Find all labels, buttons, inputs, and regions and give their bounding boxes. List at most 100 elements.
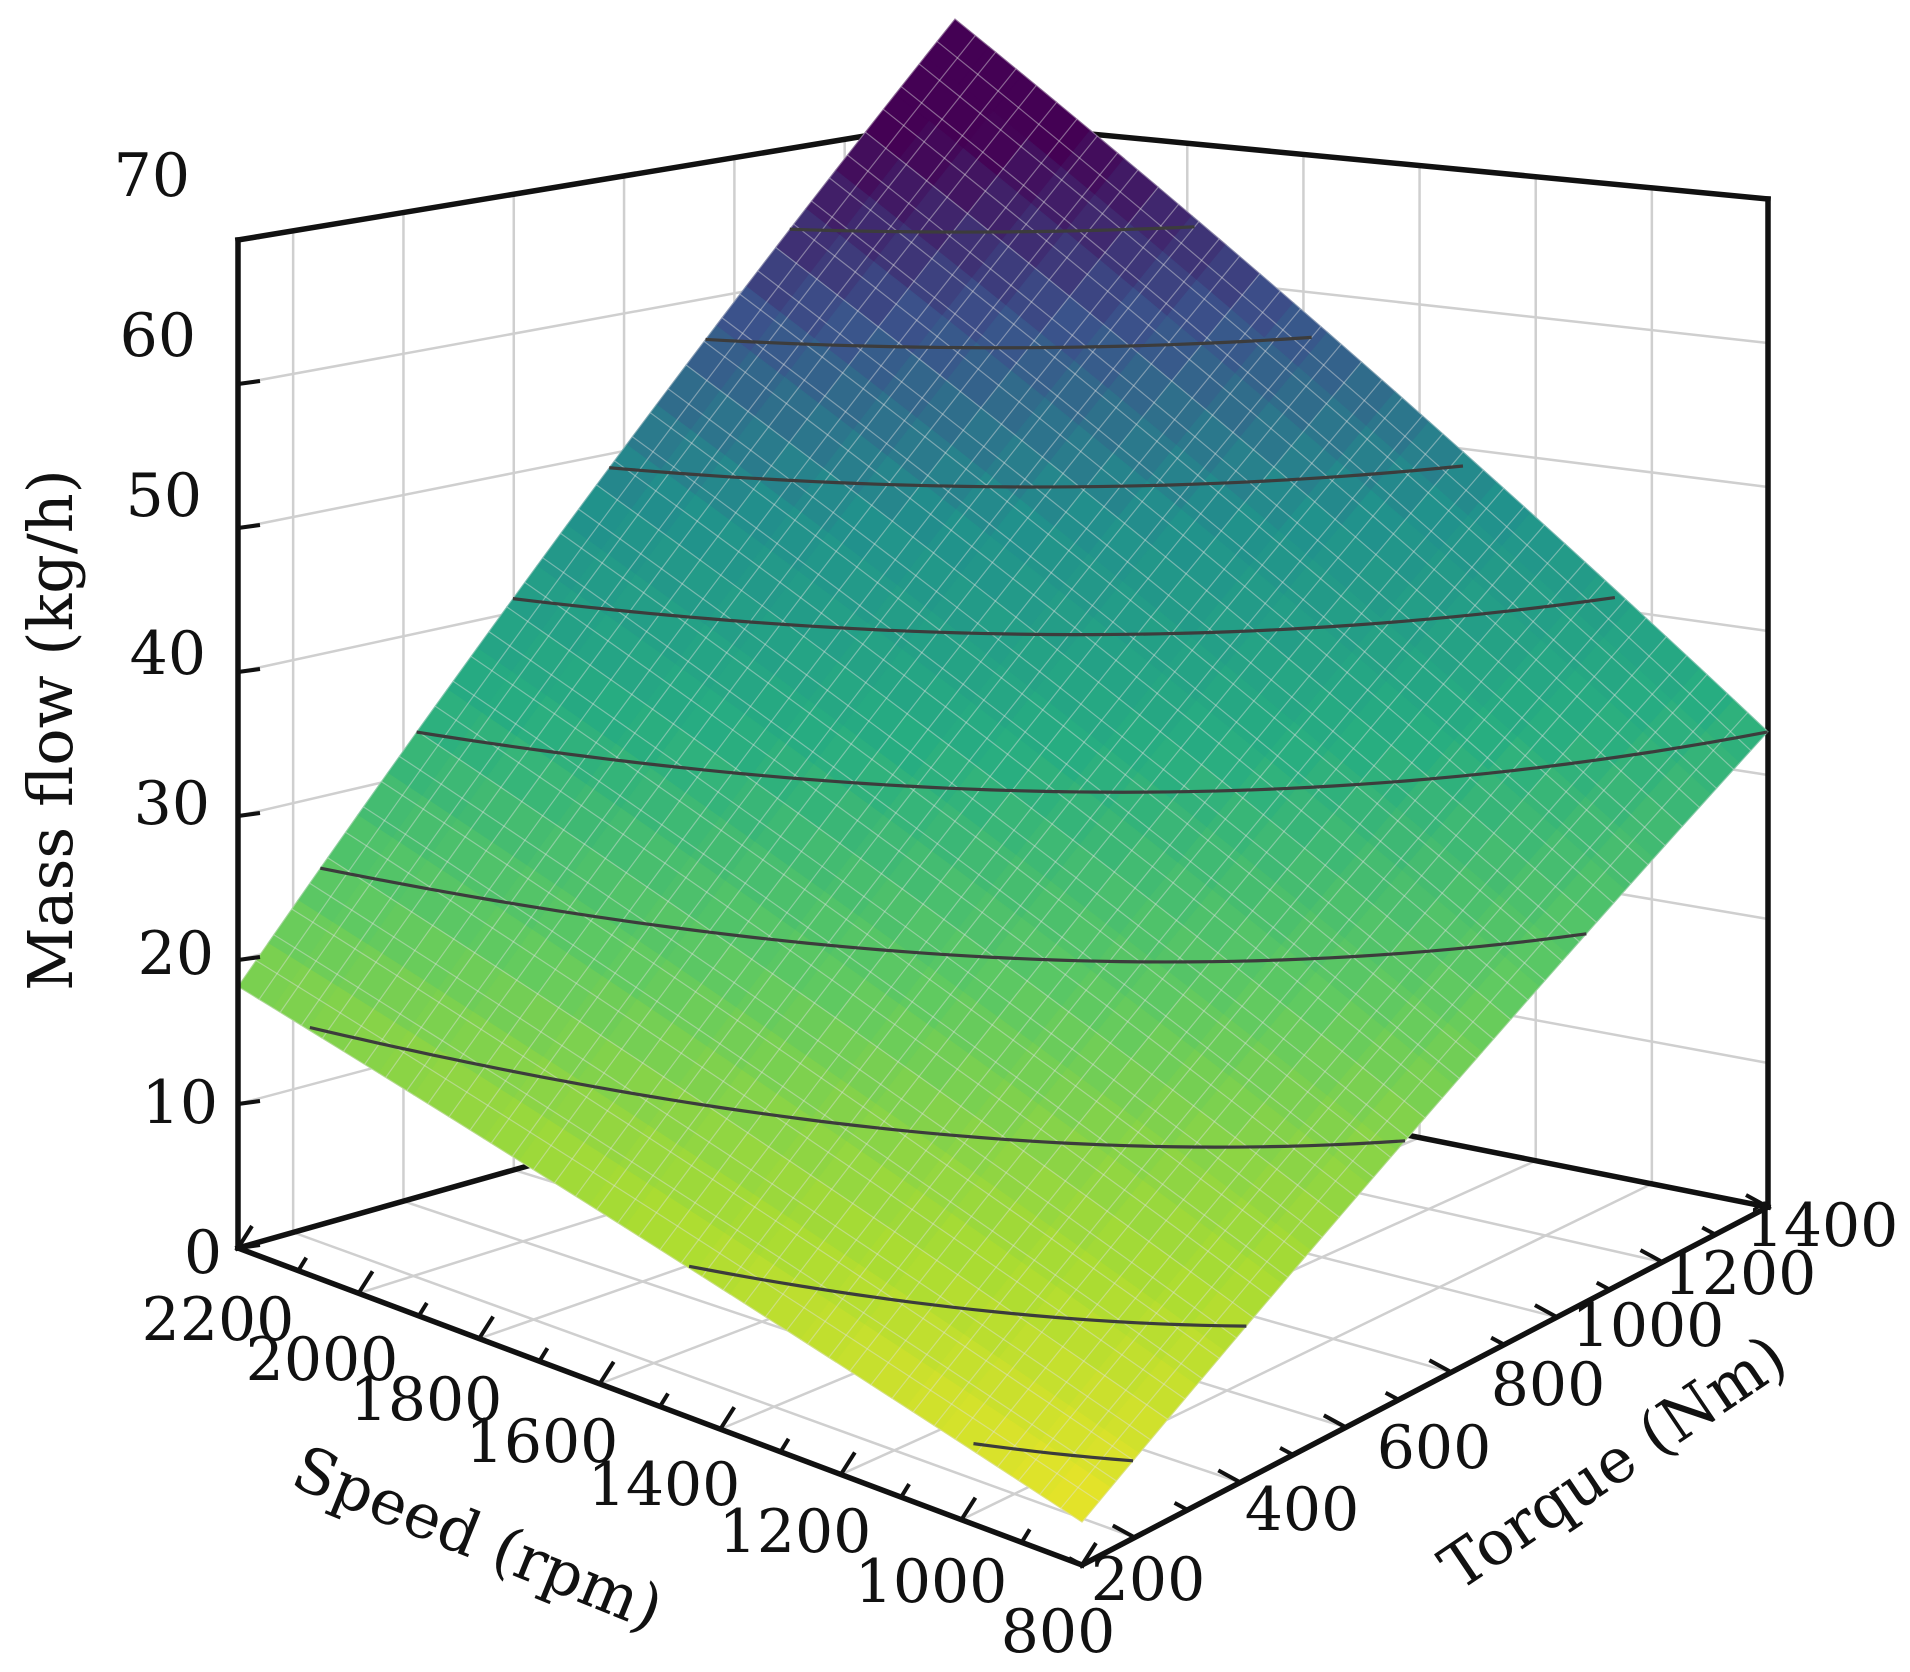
x-tick-label: 1600 (466, 1407, 619, 1477)
mesh-line-torque (596, 484, 1426, 1119)
mesh-line-speed (343, 101, 1058, 1052)
z-tick-mark (237, 1099, 261, 1106)
mesh-line-torque (739, 293, 1563, 962)
contour-line (973, 1442, 1134, 1463)
torque-tick-mark (1745, 1193, 1769, 1209)
mesh-line-speed (617, 326, 1322, 1224)
torque-tick-mark (1111, 1523, 1136, 1540)
mesh-line-speed (807, 487, 1505, 1345)
contour-lines (309, 225, 1769, 1463)
torque-tick-mark (1384, 1391, 1400, 1402)
torque-tick-mark (1322, 1413, 1347, 1430)
y-tick-label: 400 (1245, 1475, 1360, 1545)
mesh-line-speed (490, 221, 1200, 1144)
x-tick-label: 1400 (588, 1450, 741, 1520)
mesh-line-speed (765, 451, 1464, 1318)
speed-tick-mark (356, 1270, 375, 1295)
torque-tick-mark (1490, 1335, 1506, 1347)
mesh-line-speed (997, 655, 1688, 1468)
mesh-line-speed (448, 186, 1159, 1118)
speed-tick-mark (959, 1496, 978, 1521)
back-frame-edge (234, 117, 959, 244)
speed-tick-mark (477, 1315, 495, 1340)
mesh-line-torque (542, 557, 1374, 1178)
speed-tick-mark (899, 1483, 911, 1499)
z-tick-label: 50 (126, 461, 202, 531)
mesh-line-torque (936, 40, 1752, 751)
torque-tick-mark (1639, 1248, 1664, 1264)
z-tick-mark (237, 523, 261, 530)
mesh-line-speed (870, 543, 1566, 1386)
mesh-line-speed (406, 152, 1119, 1091)
mesh-line-torque (452, 680, 1289, 1278)
x-tick-label: 2000 (246, 1325, 399, 1395)
z-tick-mark (237, 1243, 261, 1250)
speed-tick-mark (598, 1360, 616, 1385)
z-tick-mark (237, 811, 261, 818)
mesh-line-torque (578, 508, 1409, 1139)
x-tick-label: 1200 (719, 1497, 872, 1567)
x-tick-label: 800 (1001, 1597, 1116, 1667)
mesh-line-torque (381, 781, 1220, 1359)
surface-facet (1046, 1463, 1112, 1523)
speed-tick-mark (417, 1301, 429, 1317)
mesh-line-speed (279, 51, 997, 1013)
tick-marks (236, 235, 1769, 1567)
mesh-line-torque (900, 86, 1717, 789)
torque-tick-mark (1533, 1303, 1558, 1319)
mesh-line-speed (786, 469, 1484, 1331)
speed-tick-mark (236, 1224, 254, 1250)
z-tick-label: 10 (142, 1068, 218, 1138)
mesh-line-speed (385, 135, 1098, 1078)
mesh-line-speed (912, 580, 1606, 1413)
mesh-line-speed (891, 561, 1586, 1399)
mesh-line-speed (933, 598, 1627, 1427)
mesh-line-speed (722, 415, 1423, 1291)
mesh-line-torque (506, 606, 1340, 1218)
mesh-line-speed (321, 85, 1037, 1039)
mesh-line-torque (649, 412, 1477, 1060)
speed-tick-mark (658, 1392, 670, 1408)
torque-tick-mark (1595, 1280, 1611, 1292)
torque-tick-mark (1173, 1501, 1189, 1512)
mesh-line-torque (775, 246, 1597, 923)
z-tick-mark (237, 235, 261, 242)
contour-line (705, 335, 1312, 350)
mesh-line-speed (849, 524, 1545, 1372)
mesh-line-torque (847, 154, 1666, 847)
mesh-line-speed (743, 433, 1444, 1304)
y-tick-label: 600 (1377, 1413, 1492, 1483)
contour-line (512, 595, 1616, 637)
contour-line (416, 730, 1769, 794)
contour-line (309, 1025, 1406, 1149)
mesh-line-torque (882, 108, 1700, 808)
x-tick-label: 1800 (350, 1365, 503, 1435)
x-axis-tick-labels: 2200 2000 1800 1600 1400 1200 1000 800 (142, 1285, 1116, 1667)
mesh-line-speed (828, 506, 1525, 1358)
mesh-line-speed (1018, 674, 1708, 1482)
mesh-line-speed (511, 238, 1220, 1157)
z-tick-mark (237, 667, 261, 674)
mesh-line-torque (524, 581, 1357, 1198)
mesh-line-torque (721, 317, 1546, 982)
mesh-line-torque (631, 436, 1460, 1079)
mesh-line-speed (1081, 731, 1769, 1523)
mesh-line-speed (554, 273, 1261, 1184)
mesh-line-torque (703, 340, 1529, 1001)
z-tick-label: 40 (130, 619, 206, 689)
z-tick-label: 30 (134, 769, 210, 839)
mesh-line-speed (596, 308, 1301, 1210)
z-tick-label: 0 (184, 1218, 222, 1288)
contour-line (789, 225, 1195, 234)
mesh-line-speed (638, 343, 1342, 1237)
mesh-line-torque (273, 934, 1117, 1482)
front-axis-line (1078, 1203, 1772, 1569)
mesh-line-speed (680, 379, 1383, 1264)
mesh-line-speed (701, 397, 1403, 1277)
mesh-line-torque (398, 755, 1237, 1339)
mesh-line-speed (659, 361, 1362, 1251)
speed-tick-mark (1080, 1541, 1098, 1567)
y-tick-label: 200 (1091, 1545, 1206, 1615)
mesh-line-speed (532, 255, 1241, 1171)
